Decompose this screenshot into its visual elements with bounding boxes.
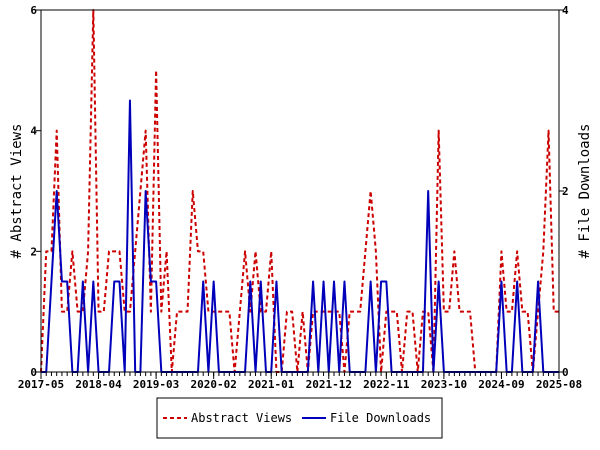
- series-line-abstract-views: [40, 9, 559, 373]
- plot-frame: [40, 9, 560, 373]
- x-tick-label: 2022-11: [363, 378, 410, 391]
- y-left-tick-label: 4: [30, 125, 37, 138]
- x-tick-label: 2024-09: [478, 378, 524, 391]
- legend-box: [156, 397, 443, 439]
- legend-label-file-downloads: File Downloads: [330, 411, 431, 425]
- x-tick-label: 2019-03: [133, 378, 179, 391]
- y-right-tick-label: 4: [562, 4, 569, 17]
- legend: Abstract Views File Downloads: [156, 397, 443, 439]
- x-tick-label: 2025-08: [536, 378, 582, 391]
- series-line-file-downloads: [41, 99, 559, 373]
- y-left-tick-label: 2: [30, 245, 37, 258]
- y-axis-title-left: # Abstract Views: [9, 124, 25, 259]
- y-axis-title-right: # File Downloads: [577, 124, 593, 259]
- y-right-tick-label: 2: [562, 185, 569, 198]
- legend-label-abstract-views: Abstract Views: [191, 411, 292, 425]
- x-tick-label: 2020-02: [190, 378, 236, 391]
- x-tick-label: 2023-10: [421, 378, 467, 391]
- x-tick-label: 2018-04: [75, 378, 122, 391]
- y-left-tick-label: 0: [30, 366, 37, 379]
- x-tick-label: 2017-05: [18, 378, 64, 391]
- y-right-tick-label: 0: [562, 366, 569, 379]
- x-tick-label: 2021-12: [306, 378, 352, 391]
- x-tick-label: 2021-01: [248, 378, 295, 391]
- y-left-tick-label: 6: [30, 4, 37, 17]
